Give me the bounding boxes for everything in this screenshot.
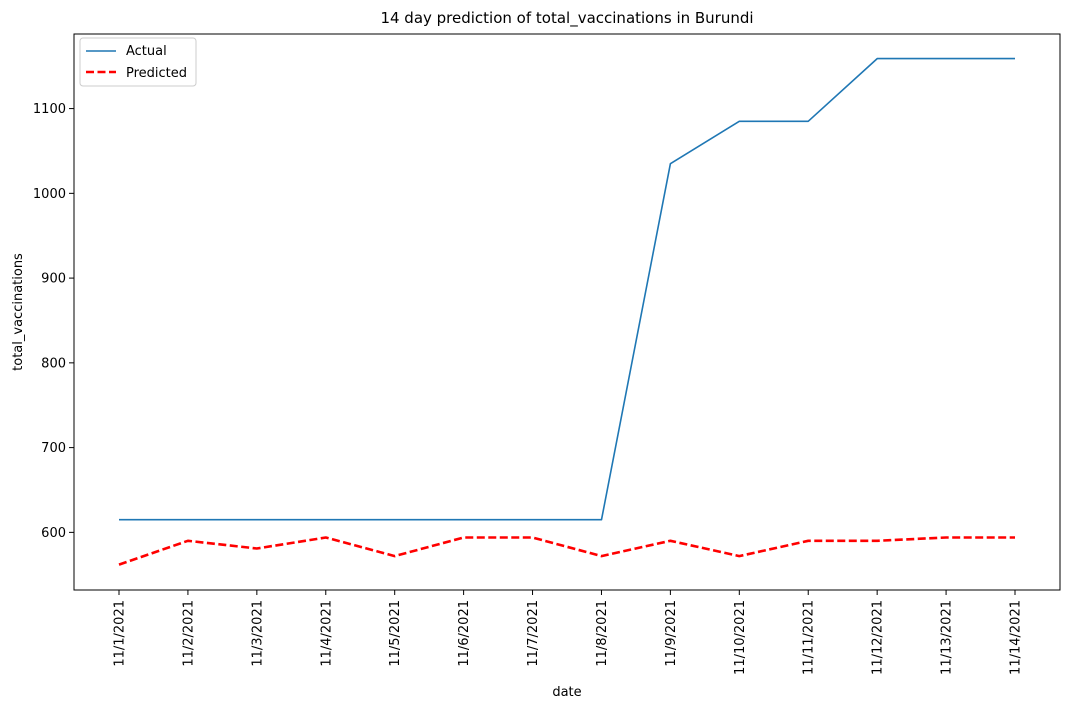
y-tick-label: 700 <box>41 441 66 456</box>
x-tick-label: 11/2/2021 <box>181 600 196 667</box>
y-tick-label: 1100 <box>33 102 66 117</box>
y-tick-label: 800 <box>41 356 66 371</box>
x-tick-label: 11/12/2021 <box>871 600 886 675</box>
legend-label-predicted: Predicted <box>126 66 187 81</box>
legend-label-actual: Actual <box>126 44 167 59</box>
y-tick-label: 600 <box>41 526 66 541</box>
x-tick-label: 11/14/2021 <box>1009 600 1024 675</box>
chart-title: 14 day prediction of total_vaccinations … <box>380 9 753 28</box>
series-line-actual <box>119 57 1015 521</box>
x-tick-label: 11/10/2021 <box>733 600 748 675</box>
plot-frame <box>73 33 1061 591</box>
x-tick-label: 11/1/2021 <box>113 600 128 667</box>
x-tick-label: 11/3/2021 <box>250 600 265 667</box>
y-axis: 600 700 800 900 1000 1100 <box>33 102 74 541</box>
x-tick-label: 11/11/2021 <box>802 600 817 675</box>
x-tick-label: 11/7/2021 <box>526 600 541 667</box>
x-axis-label: date <box>552 685 581 700</box>
plot-area <box>118 57 1015 566</box>
y-tick-label: 900 <box>41 272 66 287</box>
y-tick-label: 1000 <box>33 187 66 202</box>
x-tick-label: 11/5/2021 <box>388 600 403 667</box>
legend-box <box>79 37 197 87</box>
x-tick-label: 11/13/2021 <box>940 600 955 675</box>
x-tick-label: 11/6/2021 <box>457 600 472 667</box>
legend: Actual Predicted <box>79 37 197 87</box>
y-axis-label: total_vaccinations <box>11 253 26 371</box>
series-line-predicted <box>118 536 1015 566</box>
x-tick-label: 11/8/2021 <box>595 600 610 667</box>
x-tick-label: 11/4/2021 <box>319 600 334 667</box>
x-axis: 11/1/2021 11/2/2021 11/3/2021 11/4/2021 11/5… <box>113 590 1024 675</box>
x-tick-label: 11/9/2021 <box>664 600 679 667</box>
